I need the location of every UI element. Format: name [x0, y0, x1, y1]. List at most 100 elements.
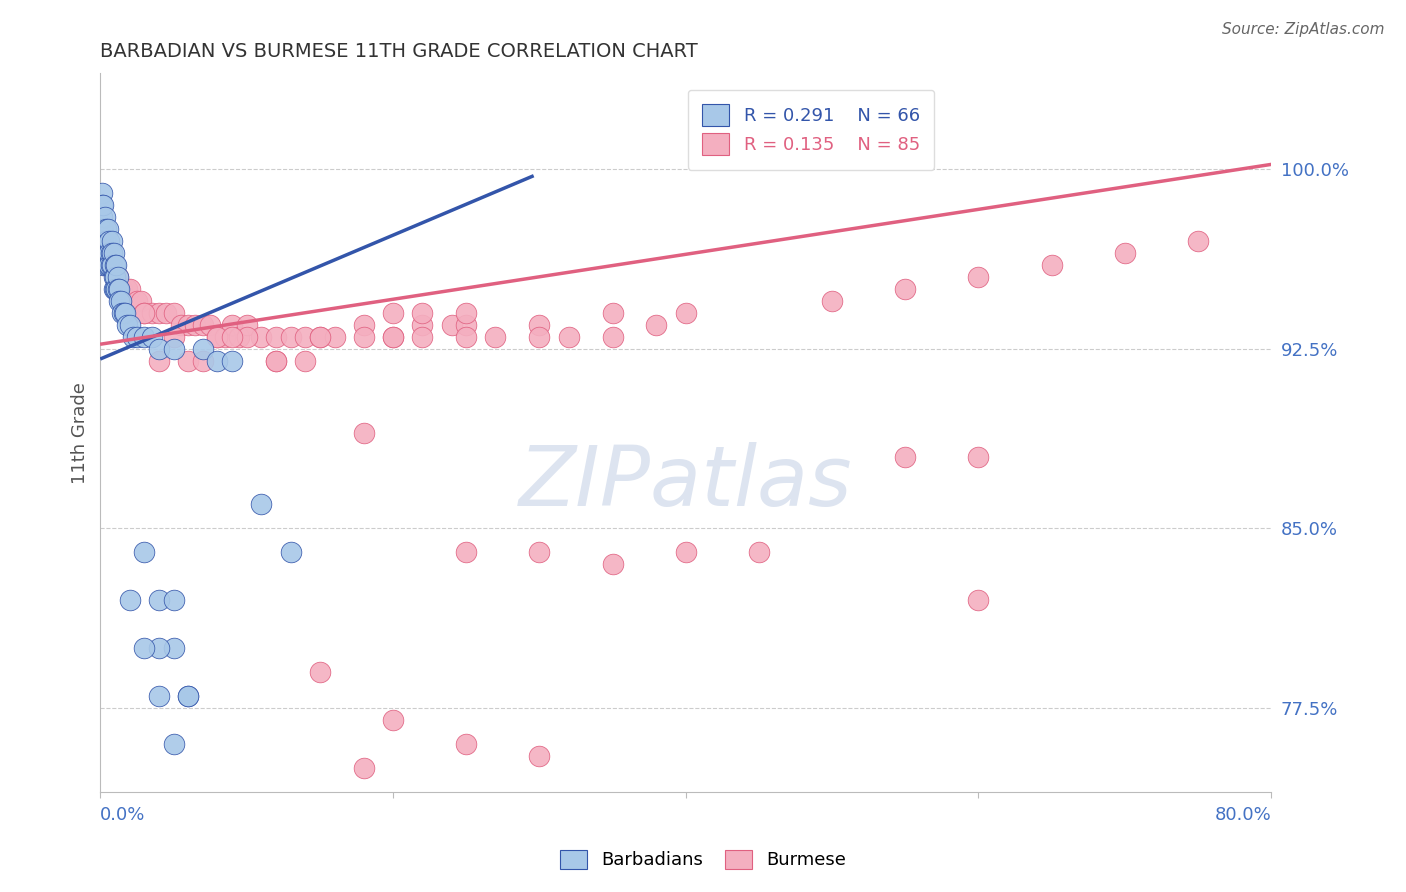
Point: [105, 282, 128, 296]
Point: [456, 330, 478, 344]
Point: [821, 293, 844, 308]
Point: [110, 293, 132, 308]
Point: [98, 258, 121, 272]
Point: [93, 258, 115, 272]
Point: [382, 306, 405, 320]
Point: [91, 258, 114, 272]
Point: [148, 306, 170, 320]
Point: [97, 258, 120, 272]
Point: [90, 222, 112, 236]
Legend: Barbadians, Burmese: Barbadians, Burmese: [551, 840, 855, 879]
Point: [103, 282, 125, 296]
Point: [529, 330, 551, 344]
Point: [100, 258, 122, 272]
Point: [894, 450, 917, 464]
Point: [602, 330, 624, 344]
Point: [107, 282, 129, 296]
Point: [96, 234, 118, 248]
Point: [93, 246, 115, 260]
Point: [294, 330, 316, 344]
Point: [108, 282, 131, 296]
Point: [103, 269, 125, 284]
Point: [645, 318, 668, 332]
Point: [96, 222, 118, 236]
Point: [382, 330, 405, 344]
Point: [118, 318, 141, 332]
Y-axis label: 11th Grade: 11th Grade: [72, 382, 89, 483]
Point: [148, 593, 170, 607]
Point: [112, 306, 135, 320]
Point: [141, 330, 163, 344]
Point: [91, 222, 114, 236]
Point: [1187, 234, 1209, 248]
Point: [353, 761, 375, 775]
Point: [382, 330, 405, 344]
Point: [98, 234, 121, 248]
Point: [134, 641, 156, 656]
Point: [134, 545, 156, 559]
Point: [97, 222, 120, 236]
Point: [280, 545, 302, 559]
Point: [148, 353, 170, 368]
Point: [162, 737, 184, 751]
Point: [134, 306, 156, 320]
Point: [221, 318, 243, 332]
Point: [748, 545, 770, 559]
Point: [155, 306, 177, 320]
Point: [105, 258, 128, 272]
Point: [529, 318, 551, 332]
Point: [294, 353, 316, 368]
Point: [90, 186, 112, 201]
Point: [121, 330, 143, 344]
Point: [602, 306, 624, 320]
Point: [177, 689, 200, 703]
Point: [184, 318, 207, 332]
Point: [456, 545, 478, 559]
Point: [90, 210, 112, 224]
Point: [101, 246, 124, 260]
Point: [177, 353, 200, 368]
Point: [97, 246, 120, 260]
Point: [207, 353, 229, 368]
Point: [141, 306, 163, 320]
Point: [456, 306, 478, 320]
Point: [207, 330, 229, 344]
Point: [108, 293, 131, 308]
Point: [309, 330, 332, 344]
Point: [111, 282, 134, 296]
Point: [353, 318, 375, 332]
Point: [353, 330, 375, 344]
Text: Source: ZipAtlas.com: Source: ZipAtlas.com: [1222, 22, 1385, 37]
Point: [440, 318, 463, 332]
Point: [162, 306, 184, 320]
Point: [207, 330, 229, 344]
Point: [235, 318, 257, 332]
Point: [107, 269, 129, 284]
Point: [101, 258, 124, 272]
Point: [191, 353, 214, 368]
Point: [221, 330, 243, 344]
Point: [191, 342, 214, 356]
Point: [382, 713, 405, 727]
Point: [90, 234, 112, 248]
Point: [104, 258, 127, 272]
Point: [100, 246, 122, 260]
Point: [1114, 246, 1136, 260]
Point: [90, 198, 112, 212]
Point: [101, 234, 124, 248]
Point: [967, 450, 990, 464]
Point: [228, 330, 250, 344]
Point: [134, 330, 156, 344]
Point: [675, 545, 697, 559]
Point: [529, 748, 551, 763]
Point: [104, 269, 127, 284]
Point: [214, 330, 236, 344]
Legend: R = 0.291    N = 66, R = 0.135    N = 85: R = 0.291 N = 66, R = 0.135 N = 85: [688, 89, 934, 169]
Text: 80.0%: 80.0%: [1215, 806, 1271, 824]
Point: [134, 306, 156, 320]
Point: [967, 593, 990, 607]
Point: [309, 330, 332, 344]
Point: [411, 306, 433, 320]
Point: [235, 330, 257, 344]
Point: [115, 282, 138, 296]
